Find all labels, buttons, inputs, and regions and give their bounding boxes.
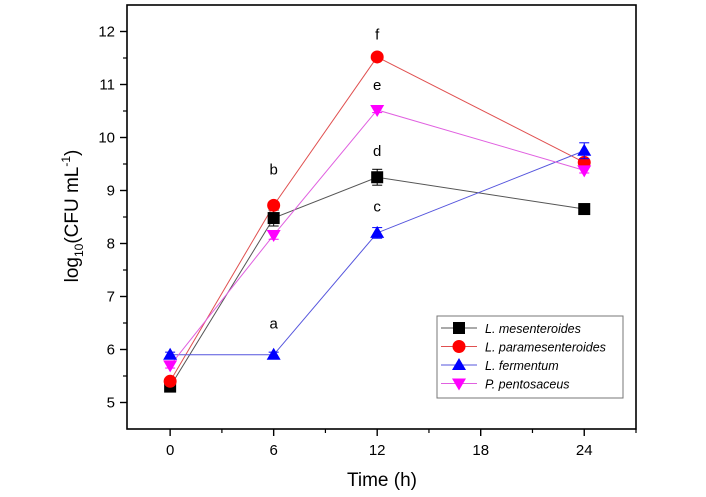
series-line-0 bbox=[169, 176, 585, 387]
data-point-series-1 bbox=[163, 374, 177, 388]
data-point-series-3 bbox=[577, 165, 592, 178]
x-tick-label: 18 bbox=[472, 442, 489, 459]
legend-marker bbox=[452, 358, 466, 370]
data-point-series-3 bbox=[266, 230, 281, 243]
data-point-series-1 bbox=[370, 50, 384, 64]
legend-label: L. paramesenteroides bbox=[485, 341, 606, 355]
x-tick-label: 0 bbox=[166, 442, 174, 459]
data-point-series-2 bbox=[370, 225, 385, 238]
significance-letter: e bbox=[373, 77, 381, 94]
y-tick-label: 7 bbox=[107, 289, 115, 306]
data-point-series-0 bbox=[371, 171, 384, 184]
data-point-series-2 bbox=[577, 143, 592, 156]
series-line-3 bbox=[169, 109, 585, 366]
y-tick-label: 10 bbox=[98, 130, 115, 147]
data-point-series-0 bbox=[578, 203, 591, 216]
y-tick-label: 8 bbox=[107, 236, 115, 253]
y-axis-title-rest: (CFU mL bbox=[62, 167, 83, 244]
legend-marker bbox=[452, 378, 466, 391]
x-tick-label: 24 bbox=[576, 442, 593, 459]
x-tick-label: 6 bbox=[269, 442, 277, 459]
y-tick-label: 12 bbox=[98, 24, 115, 41]
series-line-2 bbox=[170, 150, 585, 356]
y-axis-title-log: log bbox=[62, 257, 83, 282]
legend-marker bbox=[452, 340, 466, 353]
y-axis-title-close: ) bbox=[62, 150, 83, 156]
legend-label: L. mesenteroides bbox=[485, 322, 581, 336]
significance-letter: c bbox=[373, 199, 381, 216]
significance-letter: b bbox=[269, 162, 277, 179]
y-axis-title-sub: 10 bbox=[72, 243, 86, 257]
x-axis-title: Time (h) bbox=[347, 470, 417, 491]
legend-label: L. fermentum bbox=[485, 359, 559, 373]
data-point-series-0 bbox=[267, 212, 280, 225]
data-point-series-1 bbox=[267, 198, 281, 212]
series-line-1 bbox=[169, 56, 585, 382]
y-axis-title: log10(CFU mL-1) bbox=[59, 150, 86, 283]
data-point-series-3 bbox=[163, 360, 178, 373]
y-tick-label: 6 bbox=[107, 342, 115, 359]
legend-marker bbox=[453, 322, 465, 334]
data-point-series-2 bbox=[266, 347, 281, 360]
significance-letter: f bbox=[375, 26, 380, 43]
data-point-series-2 bbox=[163, 347, 178, 360]
legend: L. mesenteroides L. paramesenteroides L. f… bbox=[436, 315, 624, 399]
y-tick-label: 11 bbox=[99, 77, 115, 94]
y-tick-label: 9 bbox=[107, 183, 115, 200]
x-tick-label: 12 bbox=[369, 442, 386, 459]
data-point-series-3 bbox=[370, 104, 385, 117]
y-axis-title-sup: -1 bbox=[59, 156, 73, 167]
legend-box bbox=[436, 315, 624, 399]
y-tick-label: 5 bbox=[107, 395, 115, 412]
significance-letter: d bbox=[373, 143, 381, 160]
legend-label: P. pentosaceus bbox=[485, 378, 570, 392]
significance-letter: a bbox=[269, 315, 278, 332]
